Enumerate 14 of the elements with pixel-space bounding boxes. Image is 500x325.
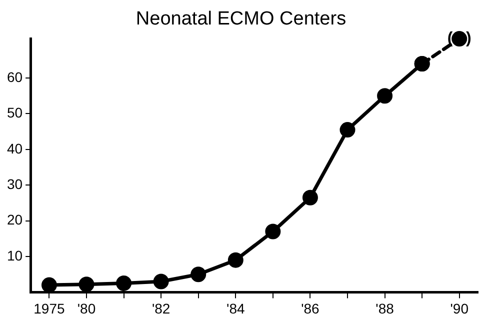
x-tick-label: '84	[226, 300, 245, 316]
chart-title: Neonatal ECMO Centers	[136, 8, 346, 30]
x-tick-label: '82	[152, 300, 170, 316]
y-tick-label: 40	[6, 140, 23, 156]
x-tick-label: '88	[376, 300, 394, 316]
y-tick-label: 50	[6, 104, 23, 121]
y-tick-label: 10	[6, 247, 23, 264]
y-tick-label: 20	[6, 212, 23, 228]
x-tick-label: '86	[301, 300, 320, 316]
x-tick-label: '80	[77, 300, 96, 316]
x-tick-label: 1975	[34, 300, 65, 316]
x-tick-label: '90	[450, 300, 469, 316]
y-tick-label: 60	[6, 68, 23, 85]
y-tick-label: 30	[6, 176, 23, 192]
